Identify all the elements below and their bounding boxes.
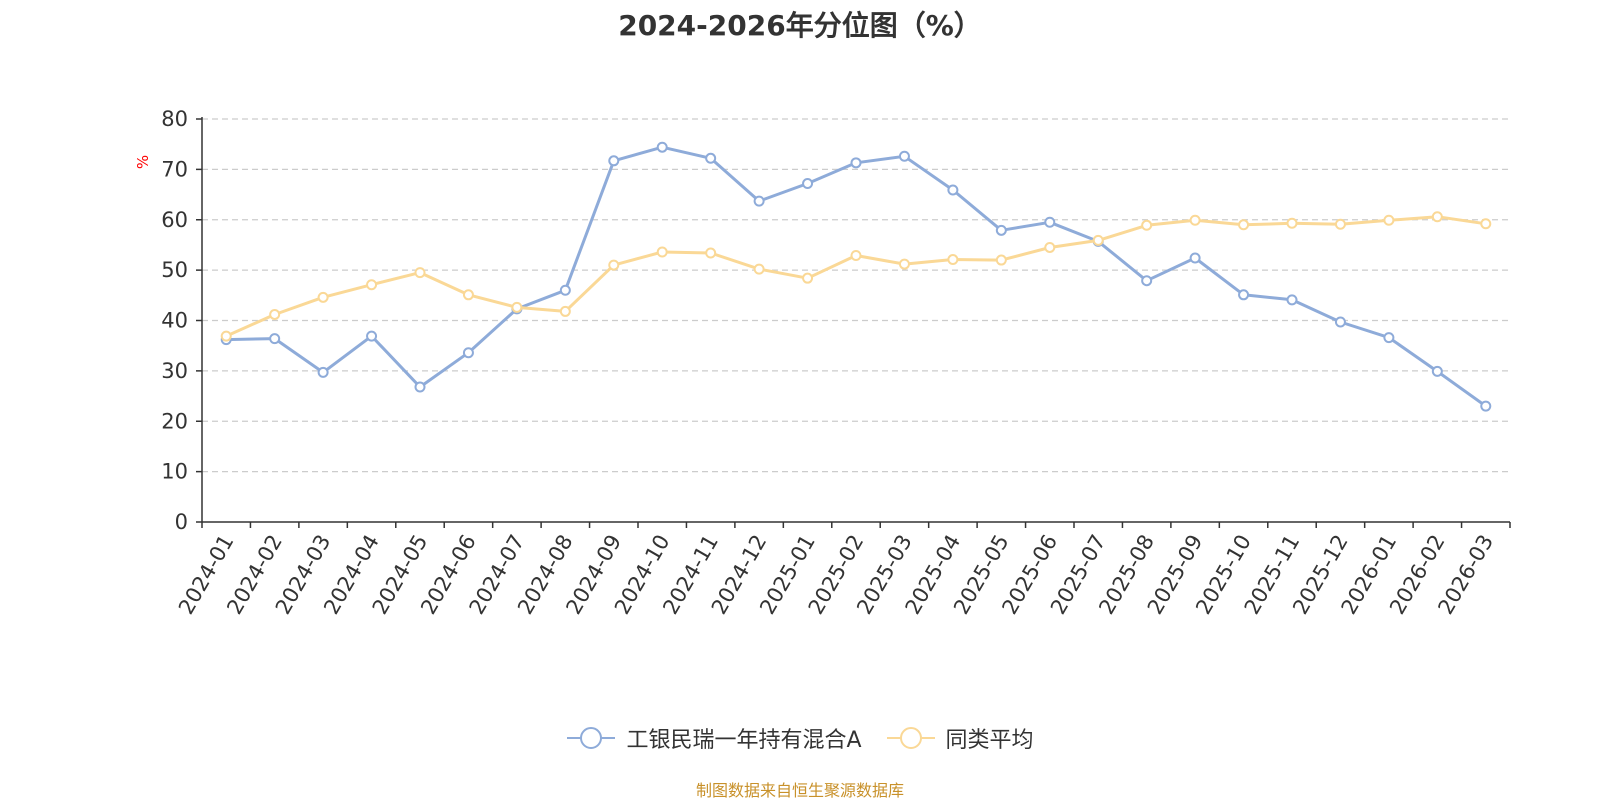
data-point-0 <box>269 333 281 345</box>
axis-layer: 01020304050607080%2024-012024-022024-032… <box>134 107 1511 618</box>
data-point-1 <box>1383 214 1395 226</box>
data-point-0 <box>850 157 862 169</box>
data-point-1 <box>366 279 378 291</box>
data-point-0 <box>1238 289 1250 301</box>
data-point-0 <box>1431 365 1443 377</box>
y-tick-label: 0 <box>175 510 188 534</box>
data-point-1 <box>1141 219 1153 231</box>
data-point-1 <box>947 254 959 266</box>
y-tick-label: 20 <box>161 409 188 433</box>
data-point-1 <box>1334 218 1346 230</box>
data-point-1 <box>462 289 474 301</box>
data-point-1 <box>753 263 765 275</box>
legend-label: 工银民瑞一年持有混合A <box>626 728 862 753</box>
y-axis-unit-label: % <box>134 155 152 169</box>
legend-item-0[interactable]: 工银民瑞一年持有混合A <box>566 722 862 754</box>
data-point-1 <box>414 267 426 279</box>
source-note: 制图数据来自恒生聚源数据库 <box>695 781 904 800</box>
data-point-0 <box>317 366 329 378</box>
data-point-0 <box>802 177 814 189</box>
legend: 工银民瑞一年持有混合A 同类平均 <box>0 722 1600 754</box>
data-point-1 <box>511 301 523 313</box>
data-point-1 <box>559 305 571 317</box>
data-point-1 <box>220 330 232 342</box>
data-point-0 <box>366 330 378 342</box>
series-layer <box>220 141 1492 412</box>
data-point-0 <box>705 152 717 164</box>
y-tick-label: 60 <box>161 208 188 232</box>
grid-layer <box>202 118 1510 473</box>
data-point-1 <box>1238 219 1250 231</box>
y-tick-label: 50 <box>161 258 188 282</box>
data-point-1 <box>1189 214 1201 226</box>
y-tick-label: 80 <box>161 107 188 131</box>
chart-title: 2024-2026年分位图（%） <box>618 9 982 42</box>
data-point-0 <box>995 224 1007 236</box>
y-tick-label: 10 <box>161 460 188 484</box>
data-point-1 <box>1286 217 1298 229</box>
data-point-1 <box>802 272 814 284</box>
data-point-0 <box>559 284 571 296</box>
data-point-0 <box>414 381 426 393</box>
data-point-1 <box>608 259 620 271</box>
data-point-0 <box>1383 332 1395 344</box>
series-line-0 <box>226 145 1487 408</box>
data-point-0 <box>898 150 910 162</box>
data-point-0 <box>947 184 959 196</box>
line-chart: 01020304050607080%2024-012024-022024-032… <box>134 107 1511 618</box>
data-point-0 <box>1189 252 1201 264</box>
data-point-1 <box>269 308 281 320</box>
data-point-0 <box>1286 294 1298 306</box>
data-point-1 <box>1431 211 1443 223</box>
data-point-1 <box>656 246 668 258</box>
data-point-0 <box>1044 216 1056 228</box>
data-point-0 <box>656 141 668 153</box>
data-point-1 <box>1044 241 1056 253</box>
data-point-1 <box>1092 234 1104 246</box>
data-point-1 <box>850 250 862 262</box>
data-point-0 <box>608 155 620 167</box>
y-tick-label: 30 <box>161 359 188 383</box>
series-line-1 <box>225 215 1487 338</box>
data-point-0 <box>1141 275 1153 287</box>
legend-label: 同类平均 <box>945 728 1034 753</box>
data-point-1 <box>898 258 910 270</box>
legend-swatch-icon <box>567 727 616 749</box>
data-point-0 <box>1334 316 1346 328</box>
data-point-1 <box>317 291 329 303</box>
data-point-1 <box>995 254 1007 266</box>
data-point-0 <box>753 195 765 207</box>
legend-item-1[interactable]: 同类平均 <box>886 722 1034 754</box>
y-tick-label: 40 <box>161 309 188 333</box>
data-point-1 <box>705 247 717 259</box>
legend-swatch-icon <box>886 727 935 749</box>
data-point-0 <box>462 347 474 359</box>
y-tick-label: 70 <box>161 157 188 181</box>
data-point-0 <box>1480 400 1492 412</box>
data-point-1 <box>1480 218 1492 230</box>
